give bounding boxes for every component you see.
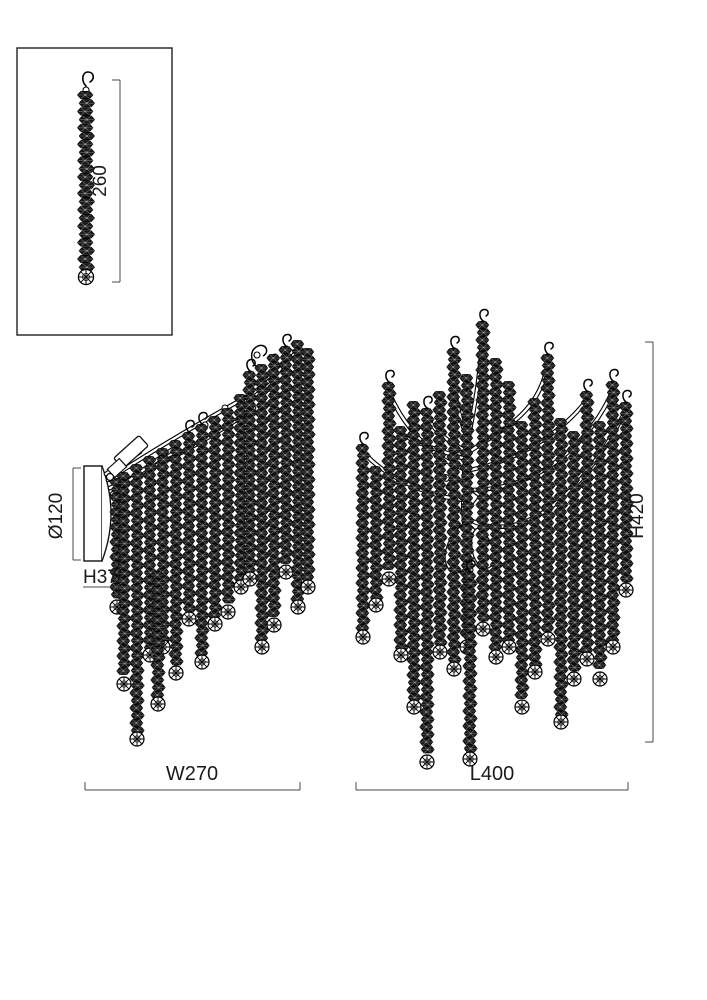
crystal-strand bbox=[181, 419, 197, 627]
crystal-strand bbox=[579, 378, 595, 667]
crystal-strand bbox=[300, 348, 316, 595]
crystal-strand bbox=[355, 431, 371, 645]
inset-crystal-strand bbox=[76, 71, 96, 286]
dimension-width: W270 bbox=[84, 763, 301, 791]
crystal-strand bbox=[514, 421, 530, 715]
crystal-strand bbox=[540, 341, 556, 647]
crystal-strand bbox=[278, 333, 294, 580]
crystal-strand bbox=[553, 418, 569, 730]
front-view bbox=[355, 308, 634, 770]
scroll-curl-ornament bbox=[250, 344, 268, 369]
dimension-height-front: H420 bbox=[627, 341, 654, 743]
crystal-strand bbox=[168, 440, 184, 681]
crystal-strand bbox=[446, 335, 462, 677]
crystal-strand bbox=[566, 431, 582, 687]
crystal-strand bbox=[501, 381, 517, 655]
crystal-strand bbox=[194, 411, 210, 670]
crystal-strand bbox=[368, 466, 384, 613]
dimension-length: L400 bbox=[355, 763, 629, 791]
crystal-strand bbox=[254, 364, 270, 655]
dimension-label-height-front: H420 bbox=[627, 493, 648, 538]
crystal-strand bbox=[432, 391, 448, 660]
crystal-strand bbox=[116, 472, 132, 692]
crystal-strands-side bbox=[109, 333, 316, 747]
candle-socket-side bbox=[105, 435, 149, 482]
crystal-strands-front bbox=[355, 308, 634, 770]
crystal-strand bbox=[220, 408, 236, 620]
dimension-label-height-side: H37 bbox=[83, 567, 118, 588]
dimension-diameter: Ø120 bbox=[46, 467, 81, 561]
crystal-strand bbox=[406, 401, 422, 715]
crystal-strand bbox=[527, 398, 543, 680]
crystal-strand bbox=[488, 358, 504, 665]
crystal-strand bbox=[266, 354, 282, 633]
dimension-label-260: 260 bbox=[90, 165, 111, 197]
inset-border-box bbox=[16, 47, 173, 336]
crystal-strand bbox=[475, 308, 491, 637]
crystal-strand bbox=[419, 395, 435, 770]
dimension-label-length: L400 bbox=[470, 763, 515, 785]
crystal-strand bbox=[129, 464, 145, 747]
side-view bbox=[83, 333, 316, 747]
dimension-label-width: W270 bbox=[166, 763, 218, 785]
crystal-strand bbox=[605, 368, 621, 655]
crystal-strand bbox=[207, 416, 223, 632]
dimension-height-side: H37 bbox=[83, 567, 133, 588]
crystal-strand bbox=[462, 559, 478, 767]
dimension-label-diameter: Ø120 bbox=[46, 493, 67, 539]
detail-inset: 260 bbox=[16, 47, 173, 336]
dimension-260: 260 bbox=[90, 79, 121, 283]
crystal-strand bbox=[592, 421, 608, 687]
